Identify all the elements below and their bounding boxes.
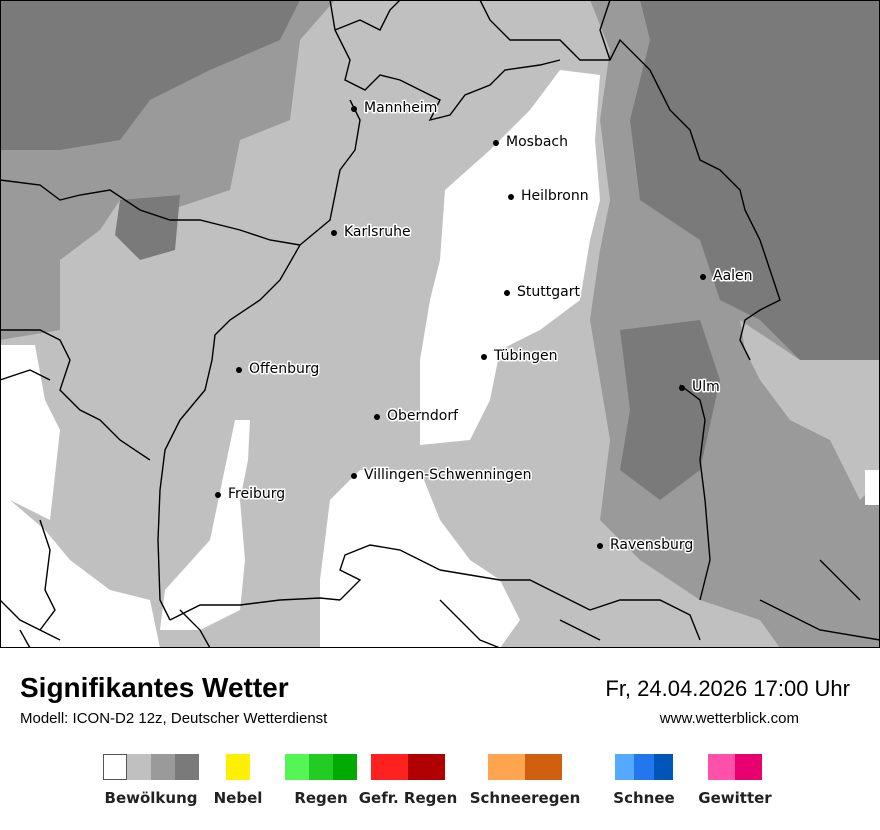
city-label: Ravensburg bbox=[610, 537, 693, 553]
legend-swatches bbox=[615, 754, 673, 780]
clear-area bbox=[160, 420, 250, 630]
legend-swatch bbox=[634, 754, 654, 780]
legend-swatches bbox=[103, 754, 199, 780]
legend-label: Gewitter bbox=[698, 789, 772, 807]
city-freiburg: Freiburg bbox=[215, 485, 287, 504]
legend-label: Schnee bbox=[613, 789, 675, 807]
legend-schnee: Schnee bbox=[613, 754, 675, 807]
clear-area bbox=[865, 470, 880, 505]
city-oberndorf: Oberndorf bbox=[374, 407, 461, 426]
weather-map: Mannheim Mosbach Heilbronn Karlsruhe Aal… bbox=[0, 0, 880, 648]
legend-swatch bbox=[525, 754, 562, 780]
legend-label: Gefr. Regen bbox=[358, 789, 458, 807]
city-label: Offenburg bbox=[249, 361, 319, 377]
cloud-dark-area bbox=[0, 0, 300, 150]
city-villingen-schwenningen: Villingen-Schwenningen bbox=[351, 466, 533, 485]
city-label: Ulm bbox=[692, 379, 720, 395]
legend-bewoelkung: Bewölkung bbox=[103, 754, 199, 807]
city-offenburg: Offenburg bbox=[236, 360, 321, 379]
clear-area bbox=[320, 470, 520, 648]
cloud-medium-area bbox=[0, 230, 100, 340]
legend-swatches bbox=[371, 754, 445, 780]
legend-swatch bbox=[708, 754, 735, 780]
city-label: Stuttgart bbox=[517, 284, 580, 300]
model-info: Modell: ICON-D2 12z, Deutscher Wetterdie… bbox=[20, 710, 328, 727]
city-label: Tübingen bbox=[493, 348, 558, 364]
legend-schneeregen: Schneeregen bbox=[470, 754, 580, 807]
legend-gewitter: Gewitter bbox=[698, 754, 772, 807]
legend-swatch bbox=[654, 754, 673, 780]
city-label: Karlsruhe bbox=[344, 224, 411, 240]
city-tuebingen: Tübingen bbox=[481, 347, 559, 366]
city-heilbronn: Heilbronn bbox=[508, 187, 590, 206]
legend-swatch bbox=[408, 754, 445, 780]
clear-area bbox=[0, 345, 60, 520]
legend-swatch bbox=[488, 754, 525, 780]
clear-area bbox=[0, 500, 160, 648]
city-label: Heilbronn bbox=[521, 188, 589, 204]
map-borders bbox=[0, 0, 880, 648]
city-stuttgart: Stuttgart bbox=[504, 283, 582, 302]
city-label: Oberndorf bbox=[387, 408, 459, 424]
legend-label: Schneeregen bbox=[469, 789, 581, 807]
forecast-datetime: Fr, 24.04.2026 17:00 Uhr bbox=[605, 676, 850, 701]
legend-swatch bbox=[151, 754, 175, 780]
city-label: Villingen-Schwenningen bbox=[364, 467, 532, 483]
legend-regen: Regen bbox=[285, 754, 357, 807]
cloud-dark-area bbox=[115, 195, 180, 260]
cloud-dark-area bbox=[620, 320, 720, 500]
legend-swatches bbox=[226, 754, 250, 780]
legend-label: Nebel bbox=[213, 789, 263, 807]
city-ulm: Ulm bbox=[679, 378, 721, 397]
legend-swatch bbox=[175, 754, 199, 780]
city-karlsruhe: Karlsruhe bbox=[331, 223, 412, 242]
clear-area bbox=[420, 70, 600, 445]
legend-swatch bbox=[103, 754, 127, 780]
legend-swatch bbox=[127, 754, 151, 780]
city-aalen: Aalen bbox=[700, 267, 754, 286]
cloud-light-area bbox=[740, 320, 880, 500]
legend-swatch bbox=[226, 754, 250, 780]
city-mosbach: Mosbach bbox=[493, 133, 569, 152]
legend-nebel: Nebel bbox=[214, 754, 262, 807]
city-label: Mannheim bbox=[364, 100, 437, 116]
city-label: Aalen bbox=[713, 268, 753, 284]
legend-swatch bbox=[285, 754, 309, 780]
map-footer: Signifikantes Wetter Modell: ICON-D2 12z… bbox=[0, 648, 880, 830]
legend-swatch bbox=[371, 754, 408, 780]
city-ravensburg: Ravensburg bbox=[597, 536, 695, 555]
city-label: Mosbach bbox=[506, 134, 568, 150]
legend-swatch bbox=[735, 754, 762, 780]
legend-swatch bbox=[615, 754, 634, 780]
legend-swatch bbox=[309, 754, 333, 780]
legend-swatches bbox=[708, 754, 762, 780]
legend-swatch bbox=[333, 754, 357, 780]
legend-swatches bbox=[285, 754, 357, 780]
legend-label: Regen bbox=[294, 789, 348, 807]
cloud-dark-area bbox=[630, 0, 880, 360]
website-link[interactable]: www.wetterblick.com bbox=[659, 710, 799, 727]
city-label: Freiburg bbox=[228, 486, 285, 502]
legend-swatches bbox=[488, 754, 562, 780]
legend-gefr-regen: Gefr. Regen bbox=[359, 754, 457, 807]
city-mannheim: Mannheim bbox=[351, 99, 439, 118]
page-title: Signifikantes Wetter bbox=[20, 672, 289, 703]
legend-label: Bewölkung bbox=[104, 789, 198, 807]
